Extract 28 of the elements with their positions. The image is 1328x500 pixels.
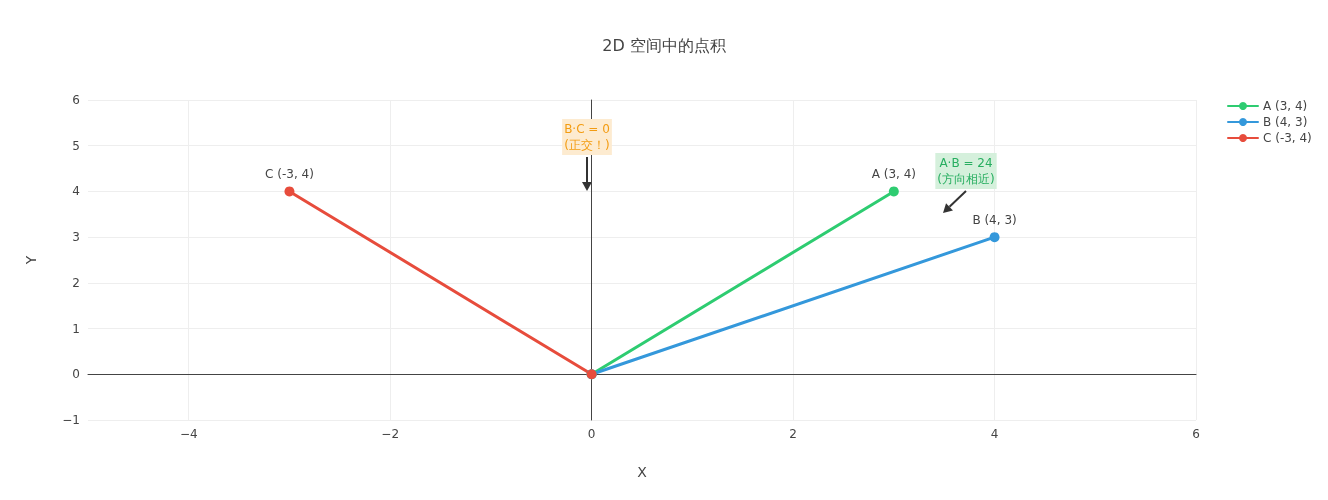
x-tick-label: 0: [587, 427, 596, 441]
chart-title: 2D 空间中的点积: [602, 35, 726, 55]
point: [888, 186, 899, 197]
text: C (-3, 4): [265, 167, 314, 182]
y-tick-label: 0: [72, 367, 80, 382]
annotation: B·C = 0 (正交！): [564, 122, 610, 152]
point: [284, 186, 295, 197]
x-tick-label: 4: [990, 427, 999, 441]
y-tick-label: 3: [72, 230, 80, 245]
legend-label: A (3, 4): [1263, 99, 1308, 113]
text: B (4, 3): [972, 213, 1017, 228]
y-tick-label: 1: [72, 321, 80, 336]
x-tick-label: 2: [789, 427, 797, 441]
y-tick-label: 4: [72, 184, 80, 199]
x-axis-title: X: [637, 464, 648, 480]
y-axis-title: Y: [23, 255, 39, 266]
text: A (3, 4): [871, 167, 916, 182]
y-tick-label: −1: [62, 413, 80, 427]
x-tick-label: −4: [179, 427, 198, 441]
y-tick-label: 5: [72, 138, 80, 153]
y-tick-label: 6: [72, 93, 80, 107]
legend-label: C (-3, 4): [1263, 131, 1312, 145]
legend-label: B (4, 3): [1263, 115, 1308, 129]
x-tick-label: 6: [1192, 427, 1200, 441]
annotation: A·B = 24 (方向相近): [937, 156, 995, 186]
point: [989, 232, 1000, 243]
y-tick-label: 2: [72, 275, 80, 290]
x-tick-label: −2: [381, 427, 400, 441]
